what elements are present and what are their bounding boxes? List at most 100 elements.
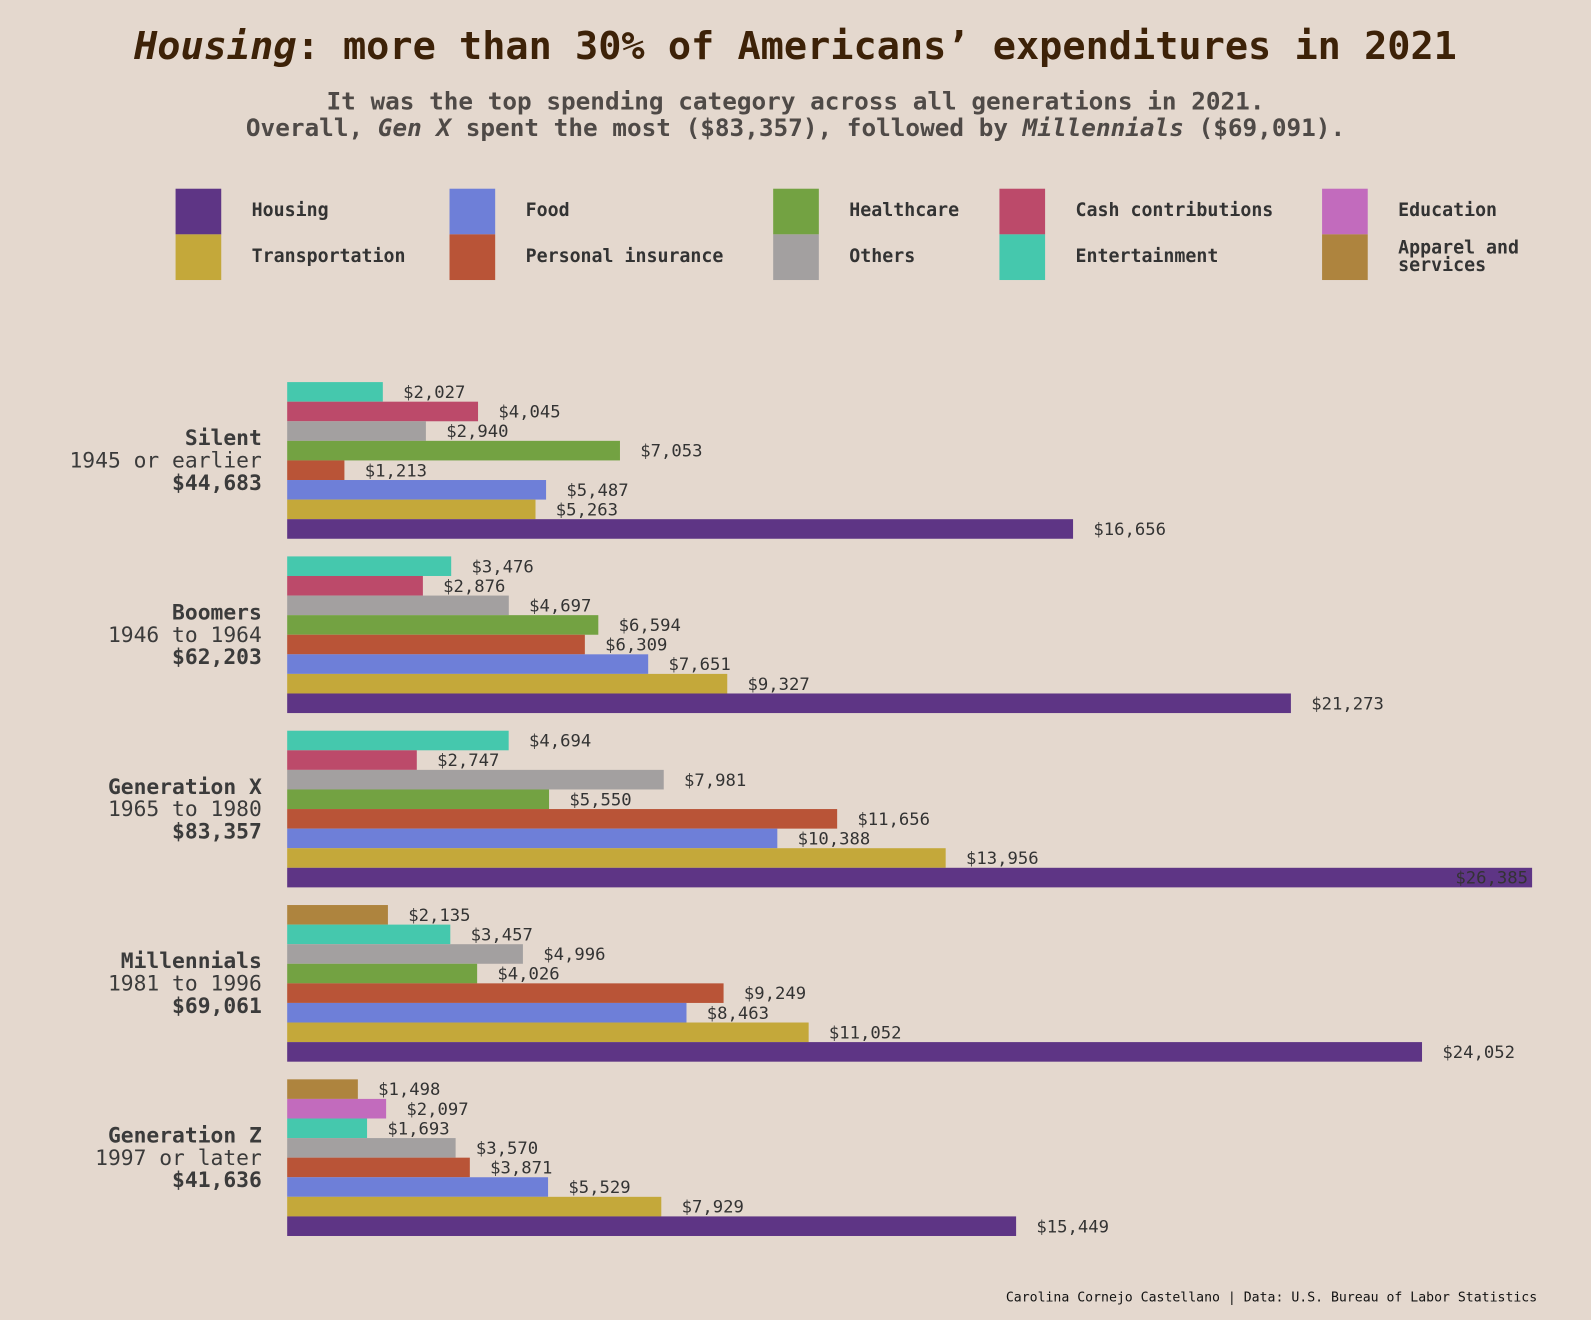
bar-silent-cash-contributions	[287, 401, 479, 422]
data-label-generation-x-cash-contributions: $2,747	[437, 751, 499, 771]
generation-years: 1997 or later	[95, 1146, 262, 1171]
bar-generation-x-entertainment	[287, 730, 509, 751]
bar-boomers-cash-contributions	[287, 575, 423, 596]
bar-boomers-others	[287, 595, 509, 616]
title-rest: : more than 30% of Americans’ expenditur…	[297, 24, 1457, 69]
data-label-silent-healthcare: $7,053	[640, 442, 702, 462]
bar-generation-x-healthcare	[287, 789, 550, 810]
legend-label-housing: Housing	[252, 200, 329, 221]
legend: Housing Food Healthcare Cash contributions E…	[175, 188, 1519, 281]
bar-generation-x-food	[287, 828, 778, 849]
data-label-silent-others: $2,940	[446, 422, 508, 442]
bar-generation-z-others	[287, 1138, 456, 1158]
legend-swatch-transportation	[175, 234, 222, 281]
generation-total: $69,061	[172, 994, 262, 1019]
bar-boomers-healthcare	[287, 615, 599, 635]
data-label-boomers-cash-contributions: $2,876	[443, 577, 505, 597]
data-label-generation-x-personal-insurance: $11,656	[857, 810, 930, 830]
legend-label-personal-insurance: Personal insurance	[526, 246, 724, 267]
legend-swatch-cash-contributions	[999, 188, 1046, 235]
data-label-generation-z-personal-insurance: $3,871	[490, 1159, 552, 1179]
generation-name: Boomers	[172, 601, 262, 626]
bar-generation-z-personal-insurance	[287, 1157, 470, 1178]
bar-millennials-housing	[287, 1042, 1423, 1062]
data-label-generation-x-others: $7,981	[684, 771, 746, 791]
bar-generation-z-entertainment	[287, 1118, 368, 1139]
bar-silent-housing	[287, 519, 1074, 539]
data-label-silent-personal-insurance: $1,213	[365, 461, 427, 481]
legend-swatch-food	[449, 188, 496, 235]
bar-silent-others	[287, 421, 426, 441]
data-label-millennials-food: $8,463	[707, 1004, 769, 1024]
data-label-generation-x-healthcare: $5,550	[569, 790, 631, 810]
bar-generation-z-apparel-and-services	[287, 1079, 358, 1099]
legend-swatch-education	[1322, 188, 1368, 235]
data-label-generation-z-food: $5,529	[568, 1178, 630, 1198]
legend-swatch-others	[773, 234, 819, 281]
data-label-boomers-others: $4,697	[529, 596, 591, 616]
bar-boomers-transportation	[287, 673, 728, 694]
bar-millennials-personal-insurance	[287, 983, 724, 1003]
bar-millennials-apparel-and-services	[287, 905, 388, 925]
generation-name: Generation Z	[108, 1123, 262, 1148]
data-label-generation-z-housing: $15,449	[1036, 1217, 1109, 1237]
legend-label-others: Others	[849, 246, 915, 267]
bar-millennials-transportation	[287, 1022, 809, 1043]
chart-title: Housing: more than 30% of Americans’ exp…	[133, 24, 1457, 69]
subtitle-line-2: Overall, Gen X spent the most ($83,357),…	[246, 113, 1345, 142]
generation-years: 1981 to 1996	[108, 971, 262, 996]
bar-silent-healthcare	[287, 440, 620, 461]
data-label-silent-transportation: $5,263	[556, 500, 618, 520]
data-label-boomers-healthcare: $6,594	[619, 616, 681, 636]
generation-total: $44,683	[172, 471, 262, 496]
legend-label-education: Education	[1398, 200, 1497, 221]
bar-generation-x-transportation	[287, 848, 946, 868]
subtitle-line-1: It was the top spending category across …	[326, 87, 1264, 116]
footer-credit: Carolina Cornejo Castellano | Data: U.S.…	[1006, 1291, 1537, 1306]
legend-label-healthcare: Healthcare	[849, 200, 959, 221]
bar-silent-food	[287, 480, 547, 500]
data-label-boomers-housing: $21,273	[1311, 694, 1384, 714]
generation-total: $83,357	[172, 819, 262, 844]
bar-millennials-food	[287, 1002, 687, 1023]
data-label-silent-food: $5,487	[566, 481, 628, 501]
legend-label-food: Food	[526, 200, 570, 221]
legend-label-apparel-and-services: Apparel and services	[1398, 238, 1519, 276]
legend-swatch-healthcare	[773, 188, 819, 235]
legend-swatch-personal-insurance	[449, 234, 496, 281]
data-label-millennials-personal-insurance: $9,249	[744, 984, 806, 1004]
data-label-generation-x-entertainment: $4,694	[529, 732, 591, 752]
data-label-generation-z-education: $2,097	[406, 1100, 468, 1120]
bar-generation-z-transportation	[287, 1196, 662, 1217]
bar-silent-transportation	[287, 499, 536, 520]
data-label-generation-x-housing: $26,385	[1455, 869, 1528, 889]
data-label-millennials-entertainment: $3,457	[471, 925, 533, 945]
bar-millennials-healthcare	[287, 963, 478, 984]
data-label-generation-z-entertainment: $1,693	[387, 1119, 449, 1139]
bar-generation-x-housing	[287, 867, 1533, 888]
bar-generation-z-housing	[287, 1216, 1017, 1236]
data-label-generation-z-transportation: $7,929	[682, 1198, 744, 1218]
generation-years: 1946 to 1964	[108, 623, 262, 648]
bar-millennials-others	[287, 944, 523, 964]
data-label-boomers-food: $7,651	[668, 655, 730, 675]
bar-generation-x-others	[287, 769, 664, 790]
data-label-boomers-transportation: $9,327	[748, 675, 810, 695]
generation-total: $41,636	[172, 1168, 262, 1193]
data-label-millennials-healthcare: $4,026	[497, 965, 559, 985]
legend-label-entertainment: Entertainment	[1076, 246, 1219, 267]
bar-boomers-food	[287, 654, 649, 674]
legend-label-transportation: Transportation	[252, 246, 406, 267]
generation-name: Generation X	[108, 775, 262, 800]
legend-label-cash-contributions: Cash contributions	[1076, 200, 1274, 221]
bar-boomers-personal-insurance	[287, 634, 585, 655]
legend-swatch-entertainment	[999, 234, 1046, 281]
legend-swatch-apparel-and-services	[1322, 234, 1368, 281]
data-label-generation-x-food: $10,388	[798, 830, 871, 850]
title-emphasis: Housing	[133, 24, 296, 69]
bar-generation-z-food	[287, 1177, 549, 1197]
bar-generation-x-cash-contributions	[287, 750, 417, 770]
data-label-millennials-housing: $24,052	[1442, 1043, 1515, 1063]
